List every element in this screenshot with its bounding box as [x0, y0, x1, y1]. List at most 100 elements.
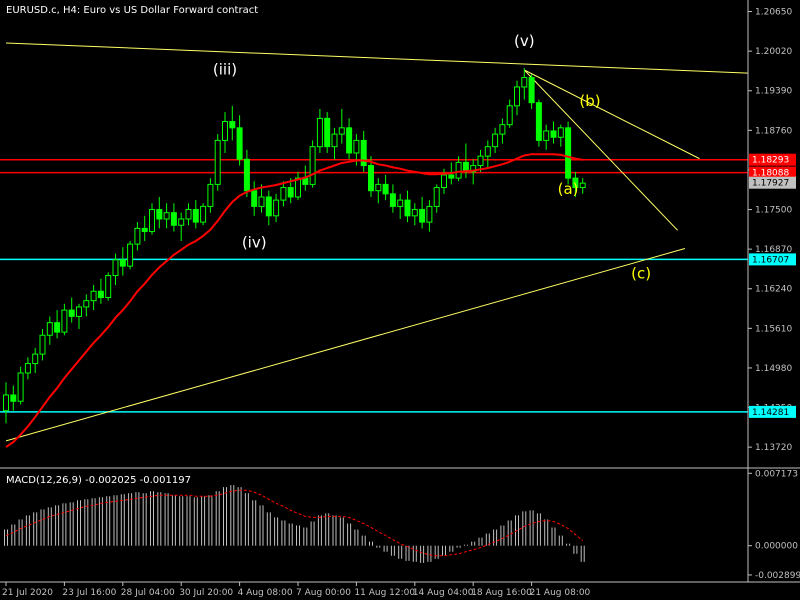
candle-body	[119, 259, 126, 267]
candle-body	[258, 196, 265, 207]
price-tick-label: 1.20020	[755, 47, 792, 57]
current-price-label: 1.17927	[752, 179, 789, 189]
candle-body	[543, 130, 550, 141]
candle-body	[302, 177, 309, 185]
candle-body	[316, 117, 323, 148]
candle	[3, 382, 9, 424]
candle-body	[251, 190, 258, 207]
candle	[360, 130, 367, 172]
candle-body	[448, 174, 455, 179]
price-tick-label: 1.18760	[755, 126, 792, 136]
macd-tick-label: -0.002899	[755, 571, 800, 581]
candle	[61, 303, 68, 336]
candle	[484, 140, 491, 169]
time-tick-label: 28 Jul 04:00	[121, 588, 175, 598]
candle	[426, 200, 433, 232]
candle	[506, 99, 513, 128]
candle	[535, 99, 542, 147]
price-tick-label: 1.20650	[755, 8, 792, 18]
trend-line	[5, 248, 686, 442]
candle-body	[229, 121, 236, 129]
candle-body	[331, 133, 338, 148]
candle	[404, 190, 411, 223]
candle-body	[411, 209, 418, 217]
candle-body	[492, 133, 499, 148]
candle-body	[24, 363, 31, 374]
price-tick-label: 1.15610	[755, 324, 792, 334]
candle	[17, 366, 24, 405]
trend-lines[interactable]	[5, 42, 749, 442]
candle	[331, 127, 338, 160]
candle-body	[360, 139, 367, 167]
candle	[112, 253, 119, 285]
candle	[528, 74, 535, 109]
moving-average-line	[5, 153, 583, 448]
candle	[156, 196, 163, 229]
candle-body	[441, 174, 447, 189]
candle-body	[382, 183, 389, 195]
candle	[411, 203, 418, 226]
candle	[382, 174, 389, 201]
candle-body	[68, 309, 75, 317]
time-tick-label: 21 Jul 2020	[2, 588, 53, 598]
candle-body	[265, 196, 272, 217]
level-badge	[749, 166, 796, 179]
candle-body	[90, 290, 97, 302]
candle-body	[127, 243, 134, 267]
candle	[470, 159, 477, 185]
time-tick-label: 30 Jul 20:00	[179, 588, 233, 598]
candle-body	[192, 209, 199, 223]
candle-body	[185, 209, 192, 220]
candle	[54, 310, 61, 339]
wave-label: (iii)	[213, 60, 237, 78]
candle	[492, 127, 499, 153]
time-tick-label: 14 Aug 04:00	[413, 588, 474, 598]
chart-title: EURUSD.c, H4: Euro vs US Dollar Forward …	[6, 5, 258, 16]
candle	[295, 171, 301, 201]
candle-body	[477, 155, 484, 167]
price-tick-label: 1.16240	[755, 285, 792, 295]
level-badge-label: 1.16707	[752, 255, 789, 265]
candle	[265, 190, 272, 226]
candle-body	[46, 322, 53, 336]
candle	[236, 115, 243, 166]
candle-body	[10, 394, 17, 402]
candle-body	[243, 158, 250, 192]
trend-line	[5, 42, 749, 74]
candle	[178, 212, 185, 241]
candle	[134, 222, 141, 251]
candle	[375, 178, 382, 204]
level-badge-label: 1.18088	[752, 169, 789, 179]
candle	[170, 203, 177, 232]
candle	[557, 124, 564, 147]
candle	[346, 118, 353, 160]
candle	[127, 240, 134, 270]
candle	[68, 297, 75, 323]
candle	[258, 184, 265, 213]
candle	[149, 203, 155, 235]
candle	[338, 108, 345, 144]
level-badge	[749, 253, 796, 266]
candle	[163, 203, 170, 229]
price-tick-label: 1.13720	[755, 443, 792, 453]
candle	[389, 184, 396, 213]
candle-body	[557, 127, 564, 138]
candle-body	[295, 177, 301, 198]
candle	[97, 278, 104, 304]
candle-body	[426, 205, 433, 223]
candle-body	[134, 227, 141, 245]
candle-body	[83, 300, 90, 308]
candle	[200, 203, 207, 226]
candle-body	[572, 177, 579, 189]
candle	[76, 303, 82, 329]
candle	[273, 193, 280, 223]
candle-body	[338, 127, 345, 135]
candle-body	[149, 209, 155, 233]
candle	[368, 156, 374, 197]
candle-body	[17, 372, 24, 402]
candle	[119, 247, 126, 276]
candle-body	[579, 182, 586, 189]
